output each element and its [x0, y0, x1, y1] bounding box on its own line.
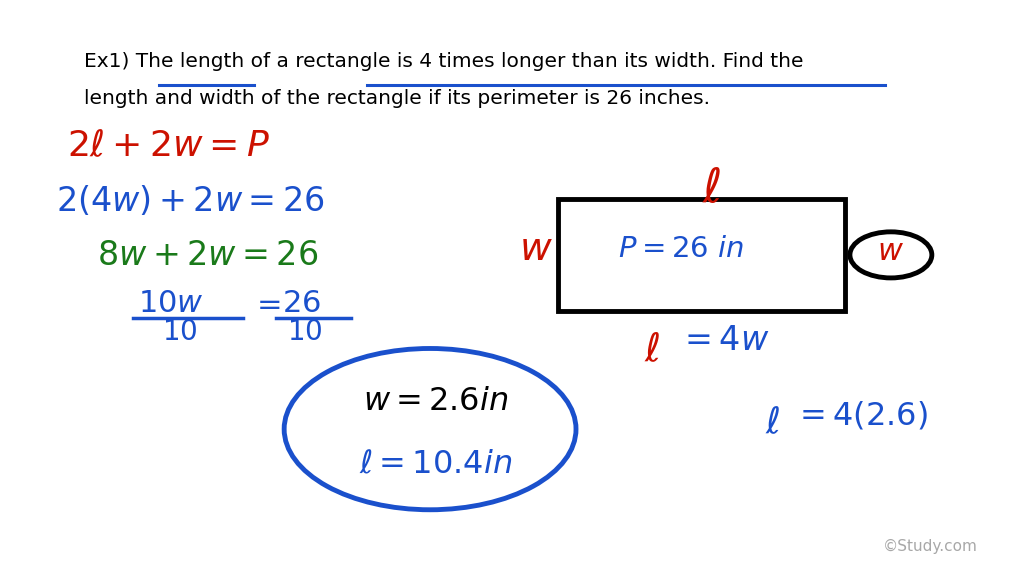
Ellipse shape: [284, 348, 575, 510]
Text: $10$: $10$: [287, 318, 323, 346]
Text: $10w$: $10w$: [138, 289, 204, 318]
Text: $\ell$: $\ell$: [644, 331, 660, 369]
Text: $w$: $w$: [519, 230, 553, 268]
Text: $26$: $26$: [282, 289, 321, 318]
Text: Ex1) The length of a rectangle is 4 times longer than its width. Find the: Ex1) The length of a rectangle is 4 time…: [84, 52, 804, 71]
Text: $P = 26\ in$: $P = 26\ in$: [618, 235, 744, 263]
Text: $= 4w$: $= 4w$: [678, 324, 769, 357]
Text: $w = 2.6in$: $w = 2.6in$: [362, 386, 508, 417]
Text: $\ell = 10.4in$: $\ell = 10.4in$: [358, 449, 512, 480]
Text: $\ell$: $\ell$: [765, 406, 779, 440]
Text: $w$: $w$: [878, 237, 904, 267]
Text: ©Study.com: ©Study.com: [883, 539, 978, 554]
Bar: [558, 199, 845, 311]
Text: $2\ell+2w=P$: $2\ell+2w=P$: [67, 130, 269, 164]
Text: $\ell$: $\ell$: [702, 167, 721, 212]
Text: $2(4w)+2w=26$: $2(4w)+2w=26$: [56, 184, 325, 218]
Text: $8w+2w=26$: $8w+2w=26$: [97, 239, 318, 272]
Text: $=4(2.6)$: $=4(2.6)$: [794, 399, 928, 431]
Text: $10$: $10$: [162, 318, 198, 346]
Text: $=$: $=$: [251, 289, 282, 318]
Text: length and width of the rectangle if its perimeter is 26 inches.: length and width of the rectangle if its…: [84, 89, 710, 108]
